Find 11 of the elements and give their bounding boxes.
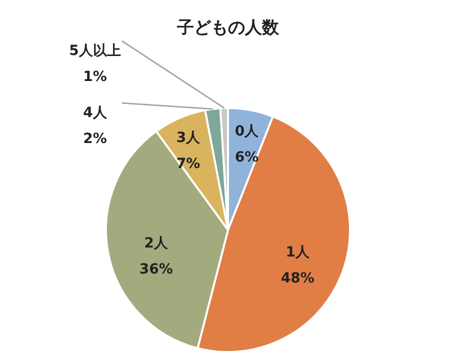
data-label: 2% <box>83 131 107 147</box>
chart-title: 子どもの人数 <box>176 18 280 38</box>
data-label: 36% <box>139 262 173 278</box>
data-label: 48% <box>280 270 314 287</box>
slice-label: 4人 <box>83 105 108 121</box>
slice-label: 2人 <box>144 236 169 252</box>
slice-label: 3人 <box>176 130 202 146</box>
slice-label: 0人 <box>234 124 260 140</box>
slice-label: 5人以上 <box>69 43 121 59</box>
data-label: 1% <box>83 69 107 85</box>
slice-label: 1人 <box>286 244 310 261</box>
